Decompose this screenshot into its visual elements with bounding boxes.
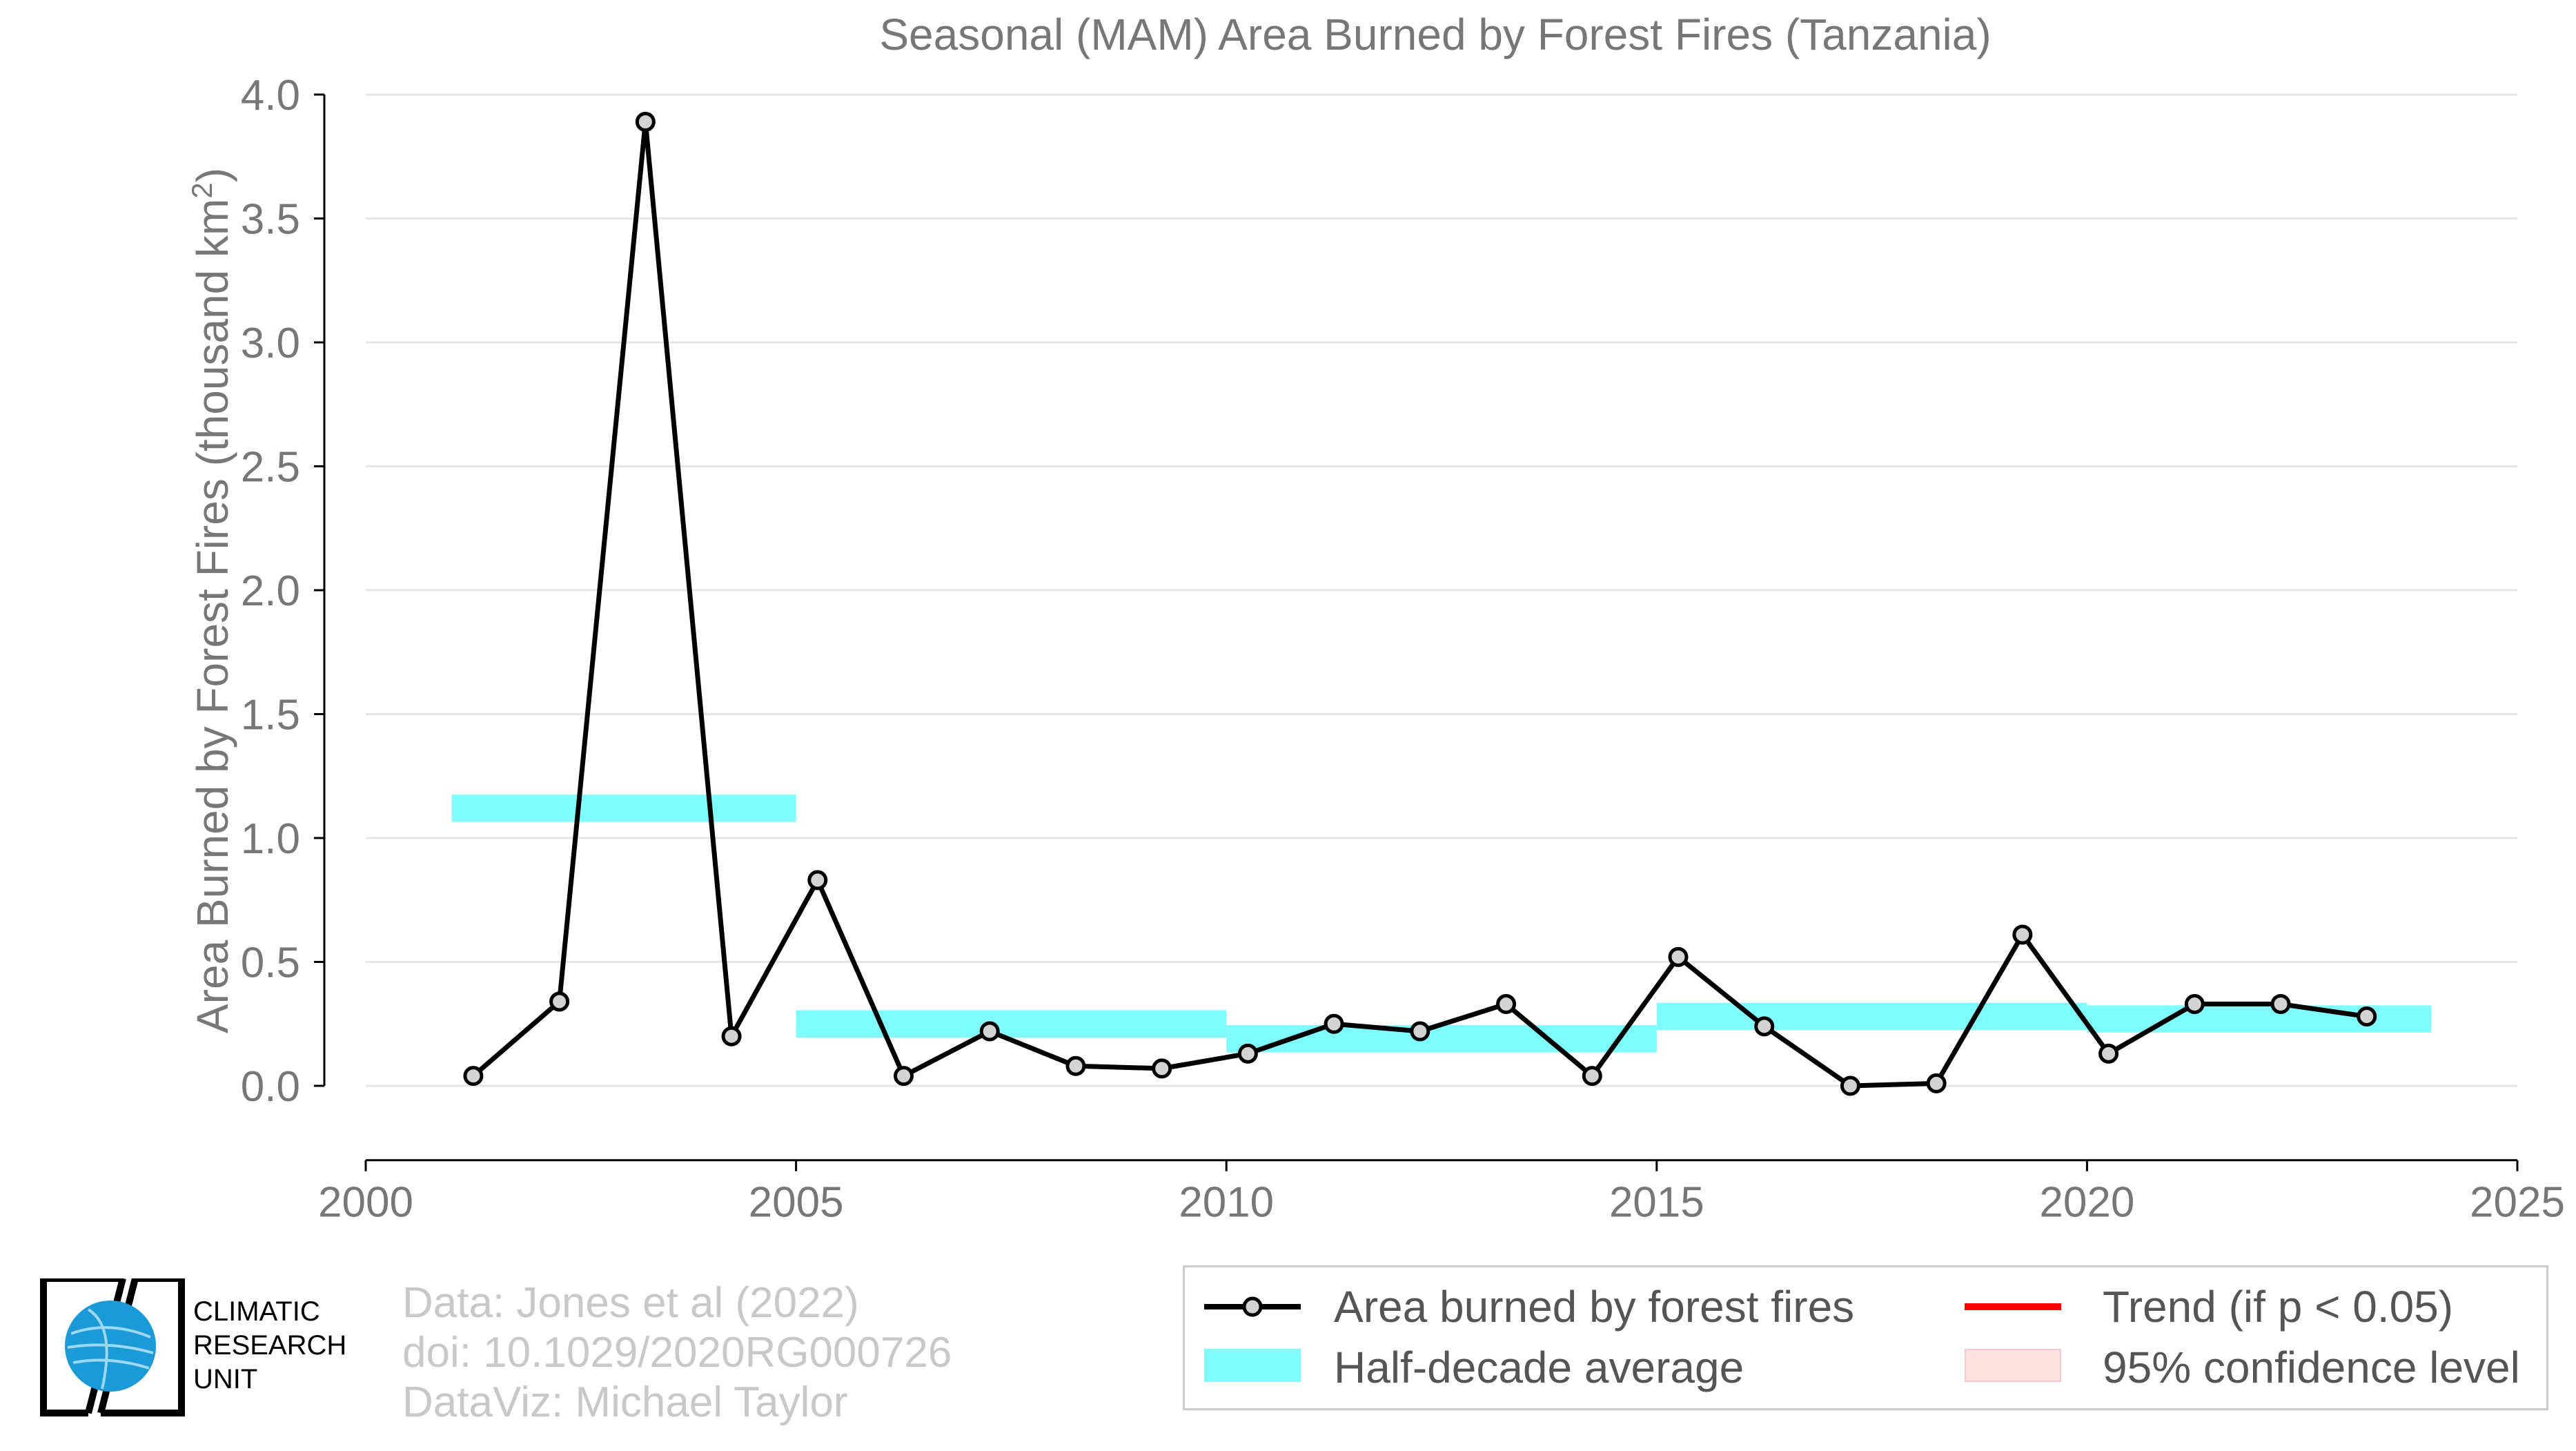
chart-title: Seasonal (MAM) Area Burned by Forest Fir… [879, 10, 1991, 59]
y-tick-label: 1.0 [241, 815, 300, 863]
cru-logo [40, 1275, 185, 1416]
y-tick-label: 2.0 [241, 567, 300, 615]
data-point [1754, 1016, 1775, 1037]
y-tick-label: 4.0 [241, 72, 300, 119]
x-tick-label: 2025 [2470, 1179, 2565, 1227]
series-line [471, 119, 2368, 1089]
data-point [1065, 1055, 1086, 1076]
y-axis: 0.0 0.5 1.0 1.5 2.0 2.5 3.0 3.5 4.0 [241, 72, 326, 1111]
x-tick-label: 2005 [749, 1179, 844, 1227]
y-tick-label: 3.0 [241, 320, 300, 367]
half-decade-band [451, 795, 796, 822]
legend-swatch-trend [1965, 1303, 2061, 1310]
source-line-3: DataViz: Michael Taylor [402, 1379, 848, 1426]
x-axis: 2000 2005 2010 2015 2020 2025 [318, 1159, 2565, 1227]
data-point [2357, 1006, 2377, 1026]
data-point [2098, 1043, 2119, 1064]
x-tick-label: 2015 [1609, 1179, 1704, 1227]
data-point [1840, 1075, 1860, 1096]
data-point [463, 1066, 484, 1087]
cru-label-line1: CLIMATIC [193, 1296, 320, 1327]
legend-label-half-decade: Half-decade average [1334, 1343, 1744, 1392]
data-point [979, 1021, 1000, 1042]
data-point [1237, 1043, 1258, 1064]
legend-swatch-half-decade [1204, 1349, 1301, 1382]
y-tick-label: 0.5 [241, 939, 300, 987]
legend: Area burned by forest fires Trend (if p … [1183, 1265, 2548, 1410]
data-point [1152, 1058, 1172, 1079]
legend-label-series: Area burned by forest fires [1334, 1282, 1855, 1332]
cru-label-line3: UNIT [193, 1364, 258, 1394]
y-tick-label: 0.0 [241, 1063, 300, 1111]
data-point [2184, 994, 2205, 1015]
series-area-burned [463, 111, 2377, 1096]
legend-swatch-confidence [1965, 1349, 2061, 1382]
data-point [549, 991, 570, 1012]
y-tick-label: 3.5 [241, 196, 300, 244]
legend-label-trend: Trend (if p < 0.05) [2103, 1282, 2454, 1332]
cru-logo-frame [40, 1275, 185, 1416]
x-tick-label: 2020 [2039, 1179, 2134, 1227]
data-point [894, 1066, 914, 1087]
source-line-2: doi: 10.1029/2020RG000726 [402, 1329, 952, 1376]
x-tick-label: 2010 [1179, 1179, 1274, 1227]
y-axis-label: Area Burned by Forest Fires (thousand km… [186, 168, 238, 1033]
legend-label-confidence: 95% confidence level [2103, 1343, 2520, 1392]
y-tick-label: 2.5 [241, 444, 300, 491]
data-point [1668, 946, 1689, 967]
data-point [2270, 994, 2291, 1015]
half-decade-band [796, 1010, 1227, 1038]
data-point [635, 111, 656, 132]
half-decade-band [1656, 1002, 2087, 1031]
data-point [1410, 1021, 1430, 1042]
data-point [807, 870, 828, 890]
source-line-1: Data: Jones et al (2022) [402, 1279, 859, 1327]
data-point [1324, 1013, 1344, 1034]
x-tick-label: 2000 [318, 1179, 413, 1227]
data-point [1582, 1066, 1602, 1087]
data-point [2012, 924, 2033, 945]
data-point [1496, 994, 1517, 1015]
data-point [1926, 1073, 1947, 1093]
half-decade-average-bands [451, 795, 2432, 1053]
half-decade-band [2087, 1005, 2432, 1033]
data-point [721, 1026, 742, 1046]
legend-swatch-series [1204, 1296, 1301, 1317]
y-tick-label: 1.5 [241, 692, 300, 739]
cru-label-line2: RESEARCH [193, 1330, 347, 1361]
